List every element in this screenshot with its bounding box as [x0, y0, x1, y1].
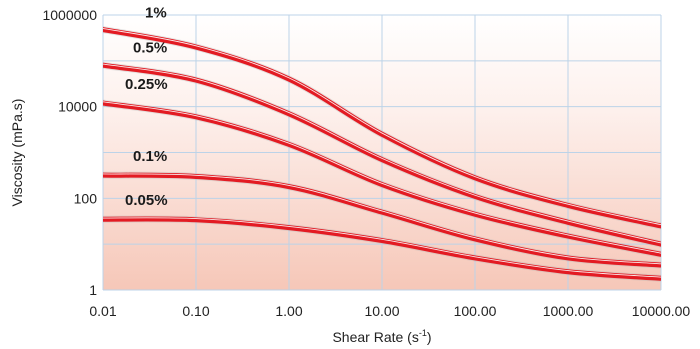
- x-tick-label: 10000.00: [632, 303, 691, 319]
- x-tick-label: 1000.00: [543, 303, 594, 319]
- series-label-0-1pct: 0.1%: [133, 148, 167, 165]
- series-label-0-5pct: 0.5%: [133, 39, 167, 56]
- series-line-0-25pct: [103, 99, 661, 258]
- series-line-0-5pct: [103, 61, 661, 248]
- series-line-1pct: [103, 26, 661, 230]
- series-line-0-05pct: [103, 215, 661, 282]
- series-labels: 1% 0.5% 0.25% 0.1% 0.05%: [125, 5, 168, 210]
- series-lines: [103, 26, 661, 282]
- y-axis-title: Viscosity (mPa.s): [9, 99, 25, 207]
- y-tick-label: 1: [89, 282, 97, 298]
- y-axis-tick-labels: 1 100 10000 1000000: [42, 7, 97, 298]
- y-tick-label: 100: [74, 190, 98, 206]
- y-tick-label: 10000: [58, 99, 97, 115]
- series-label-0-05pct: 0.05%: [125, 192, 168, 209]
- grid-lines: [102, 14, 662, 291]
- x-axis-tick-labels: 0.01 0.10 1.00 10.00 100.00 1000.00 10000.00: [89, 303, 690, 319]
- x-tick-label: 0.10: [182, 303, 209, 319]
- series-line-0-1pct: [103, 171, 661, 269]
- series-label-0-25pct: 0.25%: [125, 76, 168, 93]
- x-tick-label: 10.00: [364, 303, 399, 319]
- x-tick-label: 0.01: [89, 303, 116, 319]
- x-tick-label: 1.00: [275, 303, 302, 319]
- series-label-1pct: 1%: [145, 5, 167, 22]
- x-tick-label: 100.00: [454, 303, 497, 319]
- x-axis-title: Shear Rate (s-1): [332, 328, 431, 345]
- y-tick-label: 1000000: [42, 7, 97, 23]
